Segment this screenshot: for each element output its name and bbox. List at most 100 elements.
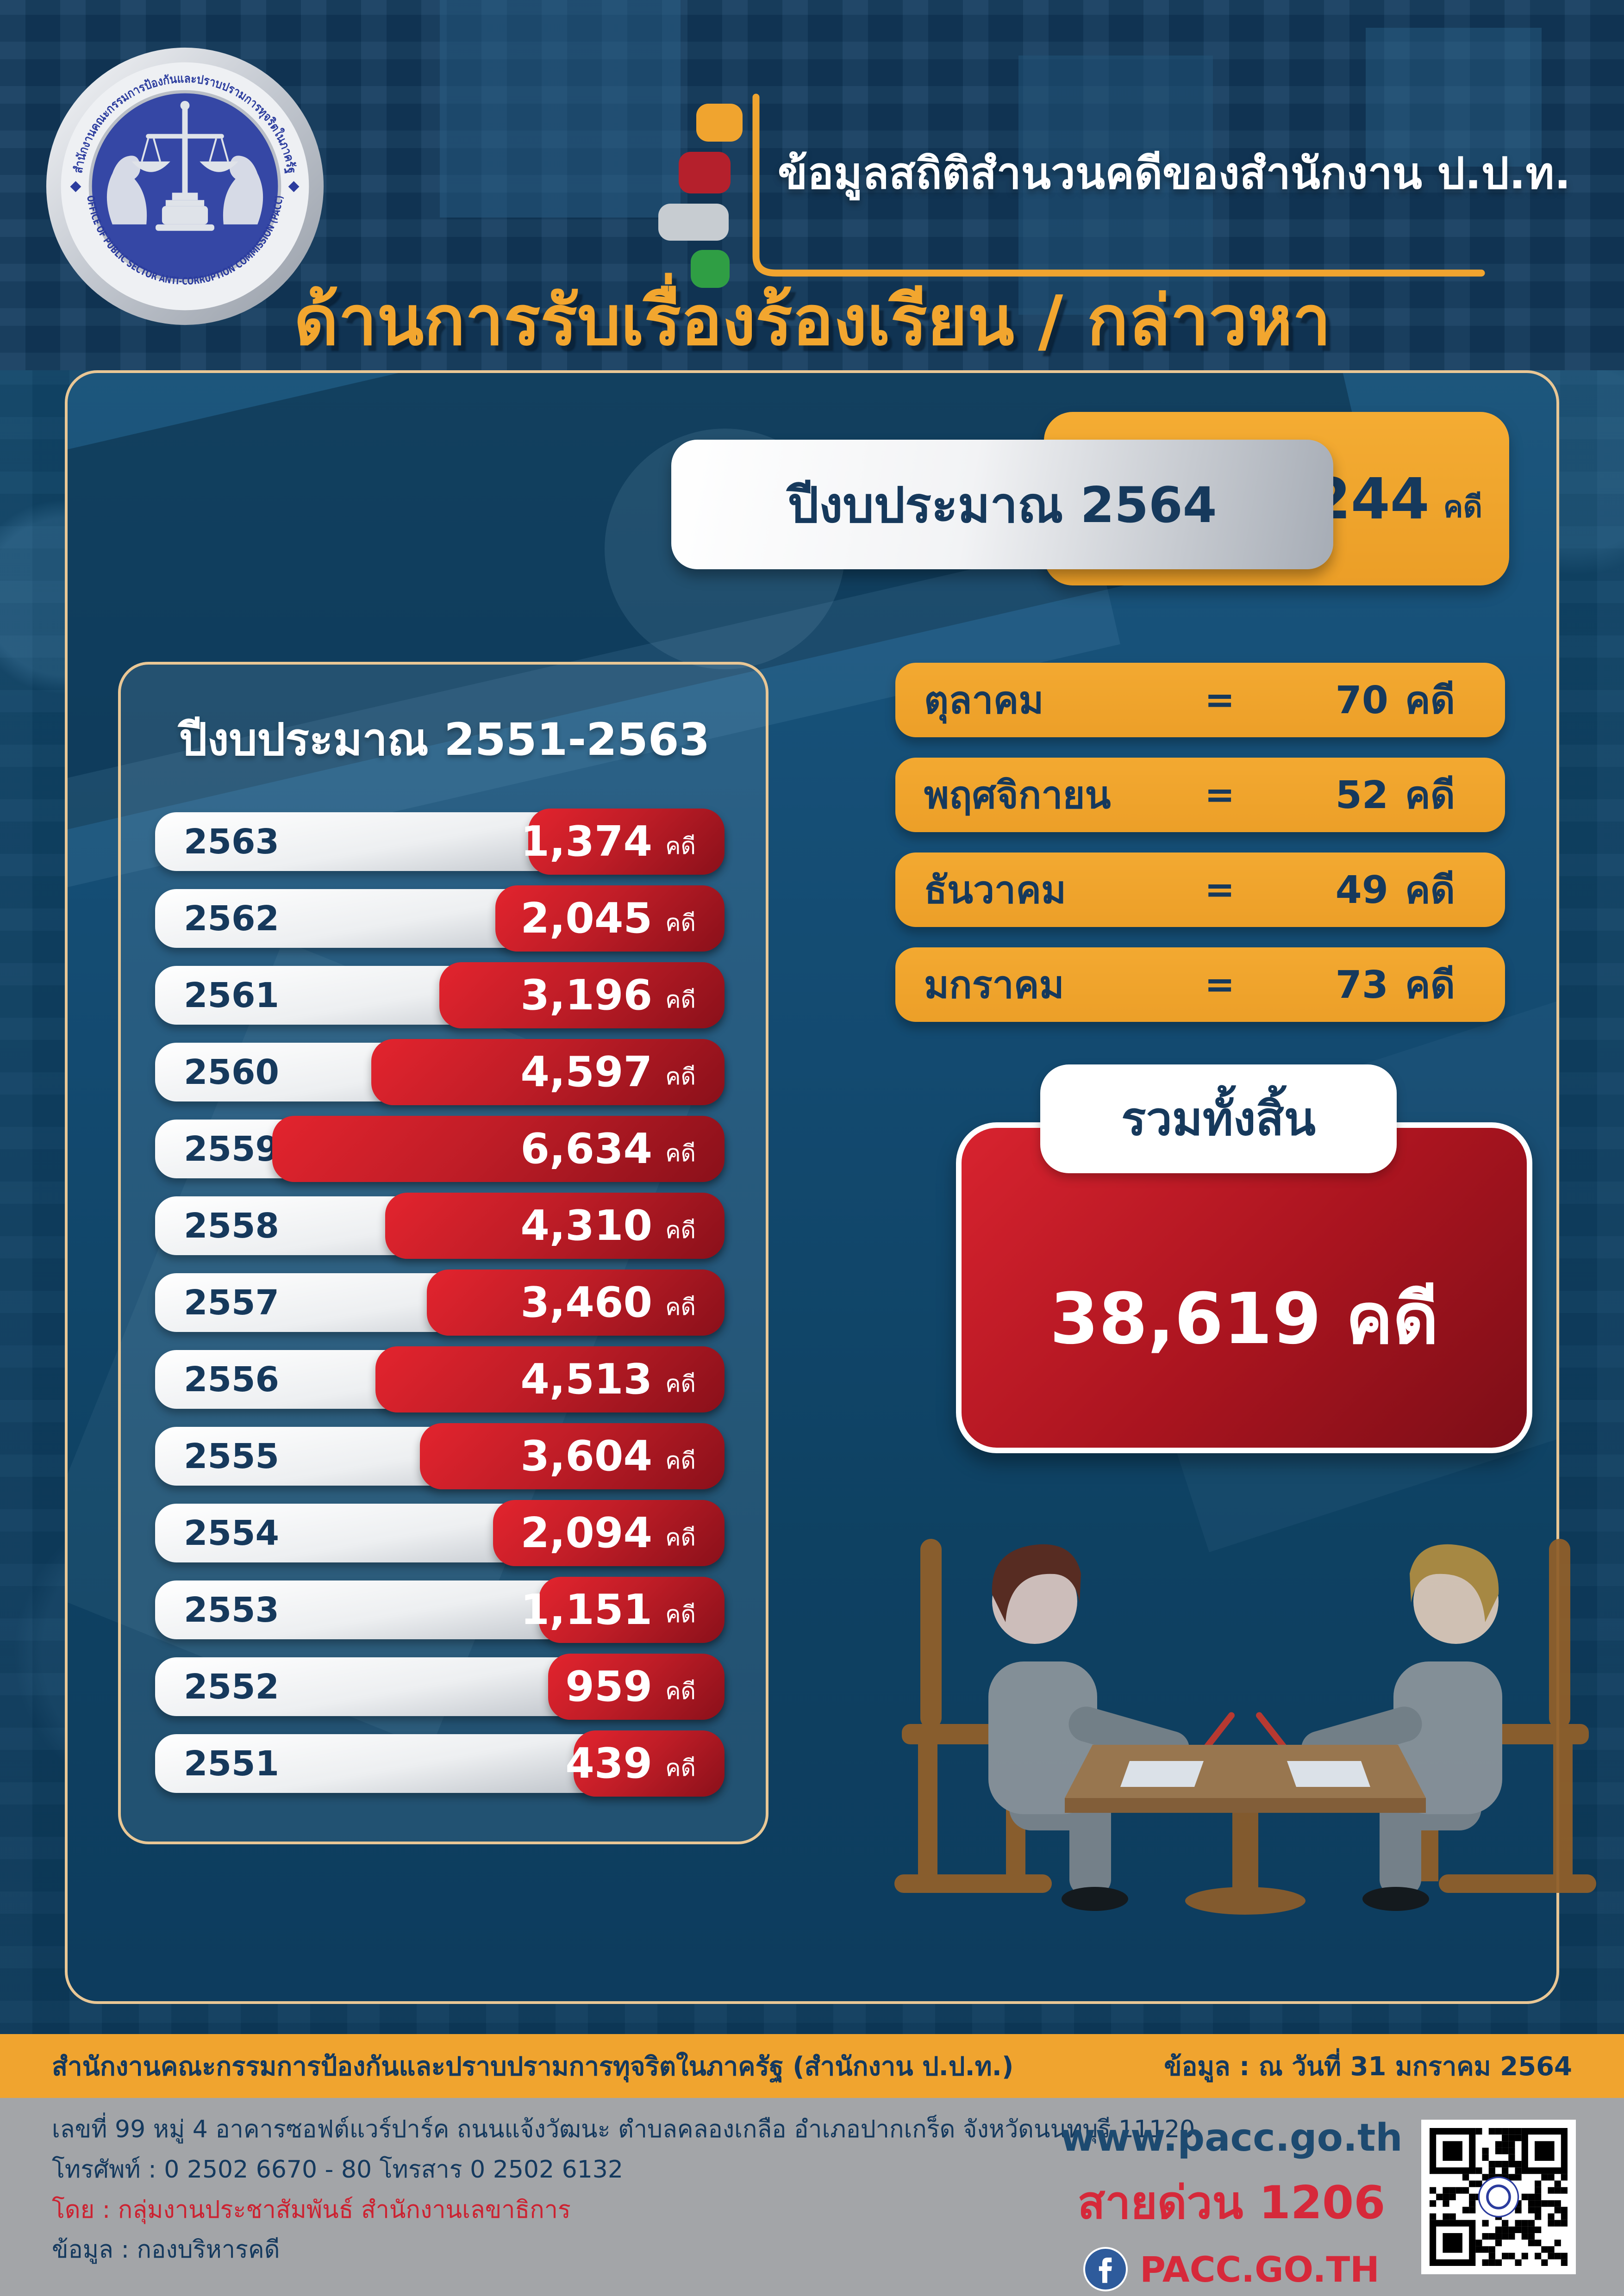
year-label: 2558 xyxy=(184,1206,279,1246)
person-left xyxy=(988,1544,1235,1911)
case-count-bar: 3,604 คดี xyxy=(420,1423,725,1489)
qr-code xyxy=(1421,2120,1576,2274)
year-row: 2551 439 คดี xyxy=(155,1730,725,1797)
case-count-bar: 1,374 คดี xyxy=(520,809,725,875)
equals-sign: = xyxy=(1205,964,1235,1006)
case-unit: คดี xyxy=(665,1447,696,1474)
footer-phone: โทรศัพท์ : 0 2502 6670 - 80 โทรสาร 0 250… xyxy=(52,2155,623,2184)
month-unit: คดี xyxy=(1405,963,1455,1007)
fy2564-cases-unit: คดี xyxy=(1443,490,1482,524)
year-label: 2555 xyxy=(184,1436,279,1476)
case-unit: คดี xyxy=(665,1217,696,1244)
grand-total-box: 38,619 คดี xyxy=(956,1122,1532,1453)
month-label: พฤศจิกายน xyxy=(924,773,1111,817)
year-row: 2560 4,597 คดี xyxy=(155,1039,725,1105)
year-row: 2553 1,151 คดี xyxy=(155,1577,725,1643)
paper-left xyxy=(1120,1761,1204,1787)
case-count: 439 xyxy=(565,1739,653,1788)
case-count-bar: 4,310 คดี xyxy=(385,1193,725,1259)
footer-source: ข้อมูล : กองบริหารคดี xyxy=(52,2236,280,2264)
footer-data-date: ข้อมูล : ณ วันที่ 31 มกราคม 2564 xyxy=(1164,2051,1572,2082)
case-count: 4,513 xyxy=(520,1355,653,1404)
case-count-bar: 3,460 คดี xyxy=(427,1269,725,1336)
case-count: 3,460 xyxy=(520,1278,653,1327)
footer-organization: สำนักงานคณะกรรมการป้องกันและปราบปรามการท… xyxy=(52,2051,1014,2082)
case-count: 1,151 xyxy=(520,1586,653,1634)
case-count-bar: 439 คดี xyxy=(565,1730,725,1797)
case-unit: คดี xyxy=(665,833,696,859)
equals-sign: = xyxy=(1205,869,1235,911)
year-row: 2561 3,196 คดี xyxy=(155,962,725,1028)
case-count: 4,310 xyxy=(520,1201,653,1250)
footer-facebook-name: PACC.GO.TH xyxy=(1140,2248,1380,2290)
year-label: 2560 xyxy=(184,1052,279,1092)
footer-website: www.pacc.go.th xyxy=(1060,2116,1403,2160)
meeting-illustration xyxy=(894,1539,1596,1915)
case-unit: คดี xyxy=(665,986,696,1013)
case-count-bar: 959 คดี xyxy=(548,1654,725,1720)
year-label: 2556 xyxy=(184,1359,279,1400)
past-years-title: ปีงบประมาณ 2551-2563 xyxy=(179,714,710,765)
month-value: 73 xyxy=(1335,963,1388,1007)
facebook-icon xyxy=(1083,2247,1128,2291)
year-row: 2558 4,310 คดี xyxy=(155,1193,725,1259)
year-row: 2556 4,513 คดี xyxy=(155,1346,725,1412)
case-count-bar: 3,196 คดี xyxy=(439,962,725,1028)
month-label: ธันวาคม xyxy=(924,868,1067,912)
month-value: 49 xyxy=(1335,868,1388,912)
case-unit: คดี xyxy=(665,1140,696,1167)
grand-total-value: 38,619 คดี xyxy=(1049,1277,1439,1360)
case-count-bar: 2,045 คดี xyxy=(495,885,725,952)
month-row-october: ตุลาคม = 70 คดี xyxy=(895,663,1505,737)
footer-gray-band xyxy=(0,2098,1624,2296)
case-count-bar: 1,151 คดี xyxy=(520,1577,725,1643)
case-count-bar: 2,094 คดี xyxy=(493,1500,725,1566)
case-unit: คดี xyxy=(665,1755,696,1781)
case-unit: คดี xyxy=(665,1370,696,1397)
case-unit: คดี xyxy=(665,1678,696,1705)
paper-right xyxy=(1287,1761,1370,1787)
equals-sign: = xyxy=(1205,774,1235,816)
case-count: 959 xyxy=(565,1662,653,1711)
footer-credit: โดย : กลุ่มงานประชาสัมพันธ์ สำนักงานเลขา… xyxy=(52,2196,571,2224)
month-unit: คดี xyxy=(1405,773,1455,817)
year-row: 2563 1,374 คดี xyxy=(155,809,725,875)
case-unit: คดี xyxy=(665,1294,696,1320)
page-title: ข้อมูลสถิติสำนวนคดีของสำนักงาน ป.ป.ท. xyxy=(778,149,1571,199)
year-label: 2561 xyxy=(184,975,279,1015)
month-unit: คดี xyxy=(1405,868,1455,912)
footer-hotline: สายด่วน 1206 xyxy=(1077,2177,1386,2229)
equals-sign: = xyxy=(1205,679,1235,721)
month-row-november: พฤศจิกายน = 52 คดี xyxy=(895,758,1505,832)
page-subtitle: ด้านการรับเรื่องร้องเรียน / กล่าวหา xyxy=(294,281,1331,361)
header-band: สำนักงานคณะกรรมการป้องกันและปราบปรามการท… xyxy=(0,0,1624,370)
case-count: 2,045 xyxy=(520,894,653,943)
grand-total-label: รวมทั้งสิ้น xyxy=(1121,1092,1316,1146)
month-value: 52 xyxy=(1335,773,1388,817)
month-label: มกราคม xyxy=(924,963,1064,1007)
case-unit: คดี xyxy=(665,909,696,936)
year-row: 2554 2,094 คดี xyxy=(155,1500,725,1566)
year-row: 2559 6,634 คดี xyxy=(155,1116,725,1182)
case-count: 3,604 xyxy=(520,1432,653,1481)
year-row: 2552 959 คดี xyxy=(155,1654,725,1720)
year-label: 2563 xyxy=(184,821,279,862)
seal-emblem-scales-and-lions xyxy=(106,101,263,231)
year-label: 2552 xyxy=(184,1667,279,1707)
table-icon xyxy=(1065,1745,1426,1915)
past-years-bar-chart: 2563 1,374 คดี 2562 2,045 คดี 2561 3,196 คด… xyxy=(155,809,725,1797)
case-count-bar: 6,634 คดี xyxy=(272,1116,725,1182)
case-count: 6,634 xyxy=(520,1125,653,1173)
case-count: 1,374 xyxy=(520,817,653,866)
year-row: 2555 3,604 คดี xyxy=(155,1423,725,1489)
corner-bracket-line xyxy=(752,93,1485,277)
person-right xyxy=(1256,1544,1502,1911)
year-label: 2553 xyxy=(184,1590,279,1630)
year-label: 2551 xyxy=(184,1743,279,1784)
year-row: 2557 3,460 คดี xyxy=(155,1269,725,1336)
year-label: 2554 xyxy=(184,1513,279,1553)
case-count: 2,094 xyxy=(520,1509,653,1557)
pacc-seal-logo: สำนักงานคณะกรรมการป้องกันและปราบปรามการท… xyxy=(46,47,324,325)
list-chart-icon xyxy=(658,93,1485,288)
